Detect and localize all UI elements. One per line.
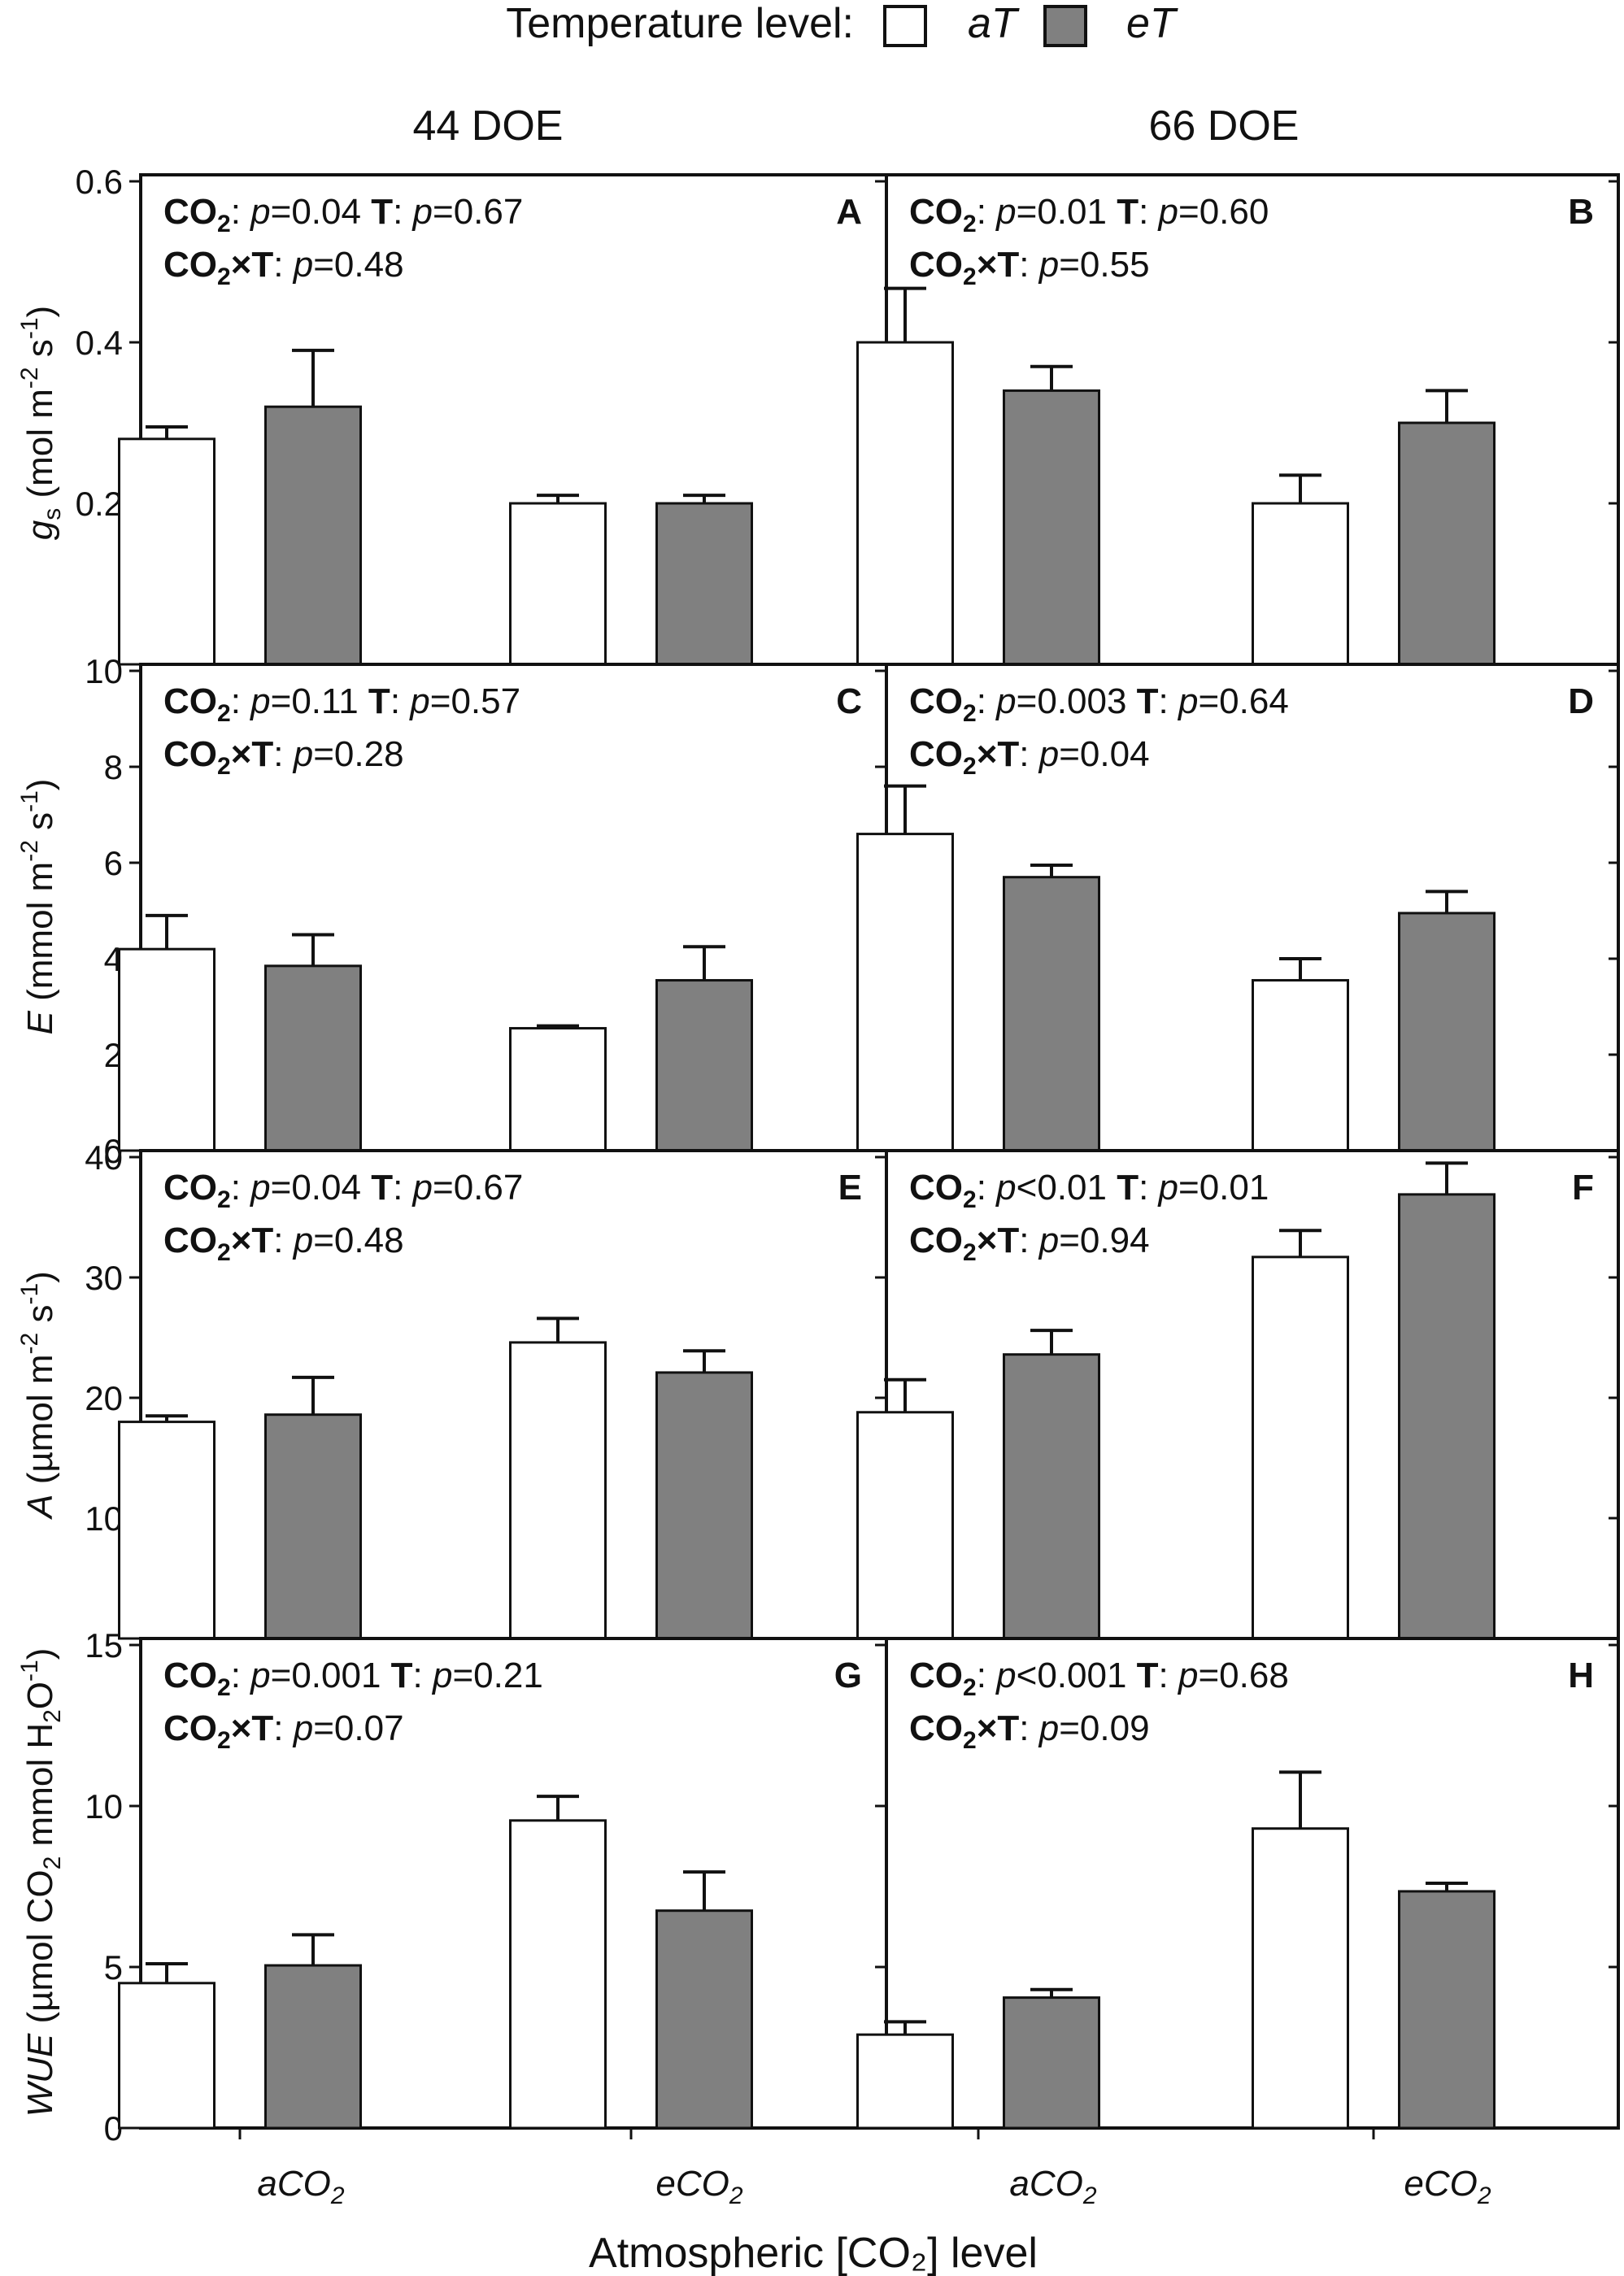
bar-at-eco2 — [509, 1027, 607, 1152]
stats-line-2: CO2×T: p=0.94 — [909, 1221, 1150, 1266]
panel-f: F CO2: p<0.01 T: p=0.01 CO2×T: p=0.94 — [856, 1149, 1620, 1640]
stats-line-2: CO2×T: p=0.48 — [163, 1221, 404, 1266]
ylabel-gs: gs (mol m-2 s-1) — [16, 306, 66, 540]
y-tick-label: 10 — [85, 1499, 123, 1538]
y-tick-label: 15 — [85, 1626, 123, 1665]
stats-line-1: CO2: p<0.01 T: p=0.01 — [909, 1168, 1269, 1213]
bar-at-aco2 — [856, 1411, 954, 1640]
stats-line-1: CO2: p=0.003 T: p=0.64 — [909, 681, 1289, 727]
panel-letter: C — [836, 681, 862, 721]
stats-line-2: CO2×T: p=0.07 — [163, 1708, 404, 1754]
stats-line-1: CO2: p=0.11 T: p=0.57 — [163, 681, 520, 727]
bar-at-aco2 — [118, 1982, 216, 2130]
ylabel-wue: WUE (µmol CO2 mmol H2O-1) — [16, 1648, 66, 2117]
bar-at-aco2 — [118, 437, 216, 666]
xtick-right-eco2: eCO2 — [1404, 2164, 1491, 2209]
bar-et-eco2 — [655, 502, 753, 666]
stats-line-2: CO2×T: p=0.28 — [163, 734, 404, 780]
panel-letter: H — [1568, 1656, 1594, 1695]
stats-line-1: CO2: p=0.01 T: p=0.60 — [909, 192, 1269, 237]
stats-line-2: CO2×T: p=0.09 — [909, 1708, 1150, 1754]
stats-line-2: CO2×T: p=0.48 — [163, 245, 404, 290]
y-tick-label: 6 — [104, 844, 123, 882]
panel-d: D CO2: p=0.003 T: p=0.64 CO2×T: p=0.04 — [856, 663, 1620, 1152]
legend-title: Temperature level: — [506, 0, 854, 47]
legend-label-aT: aT — [968, 0, 1020, 47]
xtick-left-aco2: aCO2 — [257, 2164, 344, 2209]
panel-letter: F — [1572, 1168, 1594, 1208]
y-tick-label: 30 — [85, 1259, 123, 1297]
bar-at-aco2 — [856, 2033, 954, 2130]
y-tick-label: 10 — [85, 1787, 123, 1826]
xtick-left-eco2: eCO2 — [655, 2164, 742, 2209]
stats-line-1: CO2: p=0.04 T: p=0.67 — [163, 192, 523, 237]
bar-et-aco2 — [1003, 1996, 1100, 2130]
legend-swatch-eT — [1043, 5, 1087, 47]
bar-et-aco2 — [264, 1413, 362, 1640]
bar-at-eco2 — [509, 502, 607, 666]
bar-at-aco2 — [856, 833, 954, 1152]
bar-et-eco2 — [1398, 1890, 1496, 2130]
y-tick-label: 10 — [85, 652, 123, 690]
bar-at-eco2 — [1252, 502, 1349, 666]
bar-at-eco2 — [509, 1341, 607, 1640]
stats-line-2: CO2×T: p=0.55 — [909, 245, 1150, 290]
legend-swatch-aT — [883, 5, 927, 47]
bar-at-eco2 — [1252, 1827, 1349, 2130]
y-tick-label: 8 — [104, 748, 123, 786]
panel-letter: D — [1568, 681, 1594, 721]
column-title-66-doe: 66 DOE — [1149, 102, 1300, 150]
panel-letter: A — [836, 192, 862, 232]
panel-e: 10 20 30 40 E CO2: p=0.04 T: p=0.67 CO2×T: p=0… — [85, 1138, 888, 1640]
bar-et-aco2 — [264, 405, 362, 666]
y-tick-label: 0.2 — [76, 485, 123, 523]
y-tick-label: 0.6 — [76, 163, 123, 201]
panel-letter: B — [1568, 192, 1594, 232]
bar-et-aco2 — [1003, 389, 1100, 666]
bar-at-aco2 — [856, 341, 954, 666]
stats-line-1: CO2: p=0.04 T: p=0.67 — [163, 1168, 523, 1213]
legend-label-eT: eT — [1126, 0, 1178, 47]
bar-at-eco2 — [1252, 1255, 1349, 1640]
bar-et-eco2 — [1398, 912, 1496, 1152]
x-axis-title: Atmospheric [CO₂] level — [589, 2230, 1038, 2276]
x-category-labels: aCO2 eCO2 aCO2 eCO2 — [257, 2164, 1491, 2209]
ylabel-e: E (mmol m-2 s-1) — [16, 779, 60, 1035]
panel-h: H CO2: p<0.001 T: p=0.68 CO2×T: p=0.09 — [856, 1637, 1620, 2130]
stats-line-1: CO2: p<0.001 T: p=0.68 — [909, 1656, 1289, 1701]
bar-et-aco2 — [264, 964, 362, 1152]
ylabel-a: A (µmol m-2 s-1) — [16, 1271, 60, 1521]
bar-et-eco2 — [655, 1371, 753, 1640]
y-tick-label: 0.4 — [76, 324, 123, 362]
y-tick-label: 20 — [85, 1379, 123, 1417]
stats-line-2: CO2×T: p=0.04 — [909, 734, 1150, 780]
panel-letter: E — [838, 1168, 862, 1208]
bar-at-aco2 — [118, 947, 216, 1152]
y-tick-label: 40 — [85, 1138, 123, 1177]
bar-et-aco2 — [1003, 876, 1100, 1152]
panel-b: B CO2: p=0.01 T: p=0.60 CO2×T: p=0.55 — [856, 173, 1620, 666]
column-title-44-doe: 44 DOE — [413, 102, 564, 150]
panels: 0.2 0.4 0.6 A CO2: p=0.04 T: p=0.67 CO2×T: p=… — [76, 163, 1620, 2148]
bar-et-eco2 — [655, 1909, 753, 2130]
y-tick-label: 5 — [104, 1948, 123, 1987]
bar-et-eco2 — [655, 979, 753, 1152]
stats-line-1: CO2: p=0.001 T: p=0.21 — [163, 1656, 543, 1701]
panel-a: 0.2 0.4 0.6 A CO2: p=0.04 T: p=0.67 CO2×T: p=… — [76, 163, 888, 666]
bar-at-eco2 — [1252, 979, 1349, 1152]
panel-letter: G — [834, 1656, 862, 1695]
bar-et-eco2 — [1398, 1193, 1496, 1640]
bar-et-aco2 — [1003, 1353, 1100, 1640]
bar-at-aco2 — [118, 1421, 216, 1640]
bar-et-eco2 — [1398, 421, 1496, 666]
bar-et-aco2 — [264, 1964, 362, 2130]
bar-at-eco2 — [509, 1819, 607, 2130]
xtick-right-aco2: aCO2 — [1009, 2164, 1096, 2209]
